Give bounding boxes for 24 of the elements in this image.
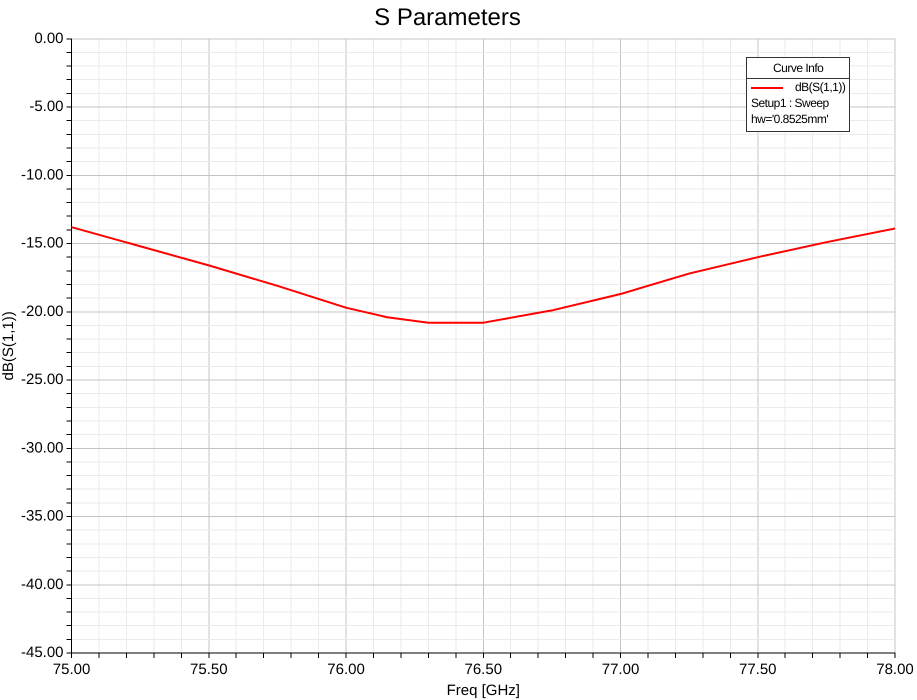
y-tick-label: -25.00 — [20, 371, 64, 388]
annotation: hw='0.8525mm' — [750, 110, 830, 127]
y-tick-label: -45.00 — [20, 644, 64, 662]
x-tick-label: 75.50 — [190, 661, 228, 678]
x-tick-label: 76.50 — [464, 661, 502, 678]
x-tick-label: 78.00 — [876, 661, 914, 678]
x-tick-label: 77.00 — [602, 661, 640, 678]
y-tick-label: -35.00 — [20, 508, 64, 525]
x-tick-label: 77.50 — [738, 661, 777, 678]
x-tick-label: 75.00 — [52, 661, 90, 678]
legend-title: Curve Info — [747, 58, 850, 79]
y-tick-label: -20.00 — [20, 302, 64, 320]
y-tick-label: -10.00 — [20, 166, 64, 184]
y-tick-label: -5.00 — [29, 98, 64, 116]
y-tick-label: 0.00 — [34, 30, 64, 47]
legend-label: dB(S(1,1)) — [794, 78, 846, 95]
y-axis-title: dB(S(1,1)) — [0, 311, 18, 380]
annotation: Setup1 : Sweep — [750, 94, 830, 111]
chart-title: S Parameters — [374, 4, 521, 32]
y-tick-label: -15.00 — [20, 234, 64, 252]
x-tick-label: 76.00 — [327, 661, 365, 678]
y-tick-label: -40.00 — [20, 576, 64, 593]
y-tick-label: -30.00 — [20, 439, 64, 456]
x-axis-title: Freq [GHz] — [446, 682, 520, 700]
